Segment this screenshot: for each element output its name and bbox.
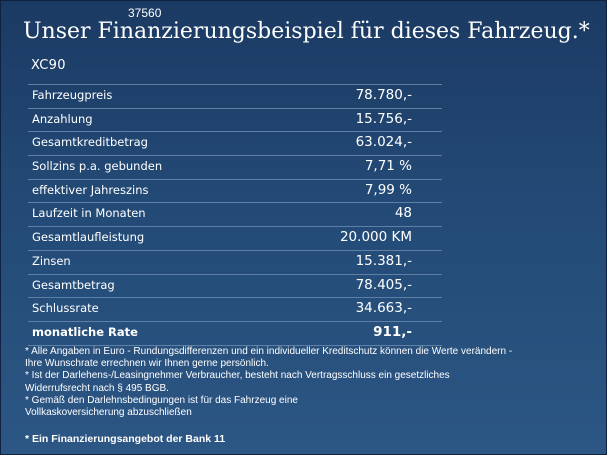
row-value: 63.024,- — [355, 134, 412, 151]
table-row-monatliche-rate: monatliche Rate 911,- — [28, 322, 442, 346]
row-label: Gesamtbetrag — [32, 277, 115, 292]
row-label: Zinsen — [32, 253, 71, 268]
row-value: 15.756,- — [355, 110, 412, 127]
row-value: 20.000 KM — [339, 229, 412, 246]
footnote-line: * Alle Angaben in Euro - Rundungsdiffere… — [25, 346, 513, 357]
row-value: 7,99 % — [364, 181, 412, 198]
model-name: XC90 — [31, 58, 66, 73]
row-label: Schlussrate — [32, 301, 99, 316]
table-row-zinsen: Zinsen 15.381,- — [28, 251, 442, 275]
row-value: 48 — [394, 205, 412, 222]
footnote-line: Ihre Wunschrate errechnen wir Ihnen gern… — [25, 358, 269, 370]
row-label: Sollzins p.a. gebunden — [32, 159, 163, 174]
table-row-gesamtbetrag: Gesamtbetrag 78.405,- — [28, 275, 442, 299]
table-row-sollzins: Sollzins p.a. gebunden 7,71 % — [28, 156, 442, 180]
table-row-anzahlung: Anzahlung 15.756,- — [28, 109, 442, 133]
row-label: Laufzeit in Monaten — [32, 206, 146, 221]
row-label: Gesamtkreditbetrag — [32, 135, 148, 150]
table-row-laufzeit: Laufzeit in Monaten 48 — [28, 203, 442, 228]
footnote-line: * Ist der Darlehens-/Leasingnehmer Verbr… — [25, 370, 450, 382]
table-row-gesamtkreditbetrag: Gesamtkreditbetrag 63.024,- — [28, 132, 442, 157]
offer-note: * Ein Finanzierungsangebot der Bank 11 — [25, 433, 226, 445]
financing-table: Fahrzeugpreis 78.780,- Anzahlung 15.756,… — [28, 84, 442, 346]
table-row-effektiver-jahreszins: effektiver Jahreszins 7,99 % — [28, 180, 442, 204]
row-value: 7,71 % — [364, 158, 412, 175]
table-row-gesamtlaufleistung: Gesamtlaufleistung 20.000 KM — [28, 227, 442, 251]
page-title: Unser Finanzierungsbeispiel für dieses F… — [23, 19, 590, 44]
row-value: 78.405,- — [355, 276, 412, 293]
row-label: monatliche Rate — [32, 324, 138, 339]
row-label: effektiver Jahreszins — [32, 182, 149, 197]
row-label: Gesamtlaufleistung — [32, 230, 145, 245]
table-row-schlussrate: Schlussrate 34.663,- — [28, 298, 442, 322]
footnotes: * Alle Angaben in Euro - Rundungsdiffere… — [25, 346, 585, 419]
row-value: 911,- — [373, 323, 412, 340]
row-value: 15.381,- — [355, 252, 412, 269]
row-label: Anzahlung — [32, 111, 93, 126]
footnote-line: Vollkaskoversicherung abzuschließen — [25, 407, 192, 419]
row-value: 34.663,- — [355, 300, 412, 317]
footnote-line: * Gemäß den Darlehnsbedingungen ist für … — [25, 394, 298, 406]
row-label: Fahrzeugpreis — [32, 88, 113, 102]
table-row-fahrzeugpreis: Fahrzeugpreis 78.780,- — [28, 84, 442, 109]
footnote-line: Widerrufsrecht nach § 495 BGB. — [25, 382, 169, 394]
row-value: 78.780,- — [355, 87, 412, 103]
reference-code: 37560 — [128, 6, 162, 20]
